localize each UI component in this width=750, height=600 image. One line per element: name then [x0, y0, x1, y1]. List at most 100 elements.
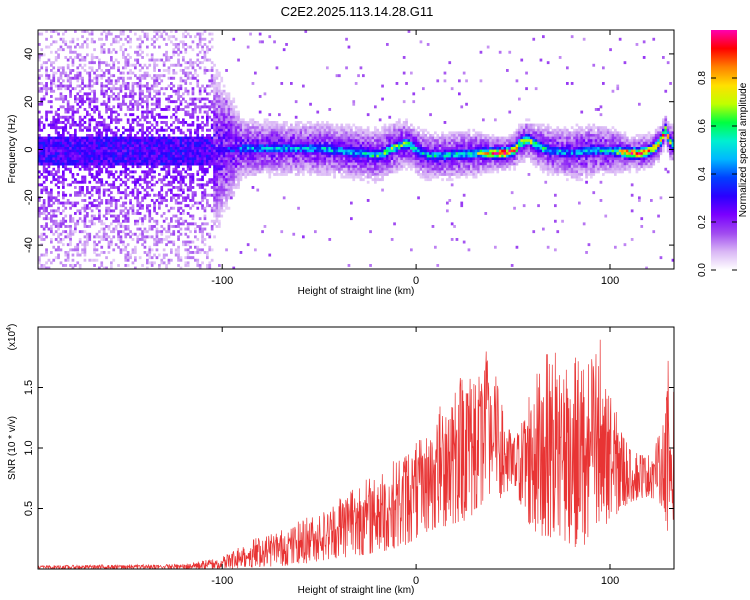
heatmap-cell — [38, 102, 41, 106]
heatmap-cell — [177, 170, 180, 174]
heatmap-cell — [38, 170, 41, 174]
heatmap-cell — [254, 139, 257, 143]
heatmap-cell — [155, 30, 159, 33]
heatmap-cell — [244, 173, 248, 176]
heatmap-cell — [158, 58, 161, 62]
heatmap-cell — [321, 128, 324, 132]
heatmap-cell — [196, 157, 200, 161]
heatmap-cell — [225, 180, 228, 184]
heatmap-cell — [69, 82, 72, 85]
heatmap-cell — [222, 157, 226, 161]
heatmap-cell — [258, 126, 262, 130]
heatmap-cell — [213, 147, 216, 150]
heatmap-cell — [213, 63, 216, 67]
heatmap-cell — [330, 149, 334, 153]
heatmap-cell — [90, 222, 94, 226]
heatmap-cell — [321, 136, 324, 140]
heatmap-cell — [374, 147, 377, 150]
heatmap-cell — [354, 82, 358, 85]
heatmap-cell — [170, 147, 173, 150]
heatmap-cell — [326, 173, 329, 176]
heatmap-cell — [225, 173, 228, 176]
heatmap-cell — [333, 131, 336, 135]
heatmap-cell — [292, 136, 296, 140]
heatmap-cell — [306, 131, 310, 135]
heatmap-cell — [71, 154, 75, 158]
heatmap-cell — [244, 167, 248, 171]
heatmap-cell — [285, 165, 288, 169]
heatmap-cell — [352, 131, 356, 135]
heatmap-cell — [292, 128, 296, 132]
heatmap-cell — [208, 180, 212, 184]
heatmap-cell — [182, 45, 185, 49]
heatmap-cell — [119, 136, 123, 140]
heatmap-cell — [62, 217, 65, 221]
heatmap-cell — [318, 131, 322, 135]
heatmap-cell — [62, 222, 65, 226]
heatmap-cell — [93, 136, 96, 140]
heatmap-cell — [117, 264, 120, 267]
heatmap-cell — [347, 157, 351, 161]
heatmap-cell — [198, 43, 202, 46]
heatmap-cell — [114, 214, 118, 218]
heatmap-cell — [150, 108, 154, 111]
heatmap-cell — [117, 66, 120, 70]
heatmap-cell — [62, 196, 65, 200]
heatmap-cell — [50, 261, 53, 265]
heatmap-cell — [160, 144, 164, 148]
heatmap-cell — [86, 157, 89, 161]
heatmap-cell — [172, 193, 176, 197]
heatmap-cell — [294, 157, 298, 161]
heatmap-cell — [76, 53, 80, 57]
heatmap-cell — [316, 136, 320, 140]
heatmap-cell — [220, 178, 224, 182]
heatmap-cell — [309, 170, 312, 174]
heatmap-cell — [50, 123, 53, 127]
heatmap-cell — [215, 110, 219, 114]
heatmap-cell — [282, 157, 286, 161]
heatmap-cell — [309, 102, 312, 106]
heatmap-cell — [153, 108, 156, 111]
heatmap-cell — [107, 50, 111, 54]
heatmap-cell — [148, 251, 152, 254]
heatmap-cell — [174, 219, 178, 223]
heatmap-cell — [112, 40, 116, 44]
heatmap-cell — [102, 48, 106, 52]
heatmap-cell — [210, 219, 214, 223]
heatmap-cell — [318, 147, 322, 150]
heatmap-cell — [64, 251, 68, 254]
heatmap-cell — [350, 147, 353, 150]
heatmap-cell — [81, 157, 84, 161]
heatmap-cell — [282, 167, 286, 171]
heatmap-cell — [110, 261, 113, 265]
heatmap-cell — [150, 76, 154, 80]
heatmap-cell — [129, 89, 132, 93]
heatmap-cell — [170, 196, 173, 200]
heatmap-cell — [170, 115, 173, 119]
heatmap-cell — [311, 170, 315, 174]
heatmap-cell — [273, 160, 276, 163]
heatmap-cell — [218, 118, 221, 122]
heatmap-cell — [222, 191, 226, 195]
heatmap-cell — [177, 139, 180, 143]
heatmap-cell — [129, 141, 132, 145]
heatmap-cell — [182, 40, 185, 44]
heatmap-cell — [201, 170, 204, 174]
heatmap-cell — [261, 40, 264, 44]
heatmap-cell — [105, 152, 108, 156]
heatmap-cell — [333, 170, 336, 174]
heatmap-cell — [323, 149, 327, 153]
heatmap-cell — [179, 95, 183, 98]
heatmap-cell — [158, 105, 161, 109]
heatmap-cell — [352, 170, 356, 174]
heatmap-cell — [294, 144, 298, 148]
heatmap-cell — [155, 238, 159, 241]
heatmap-cell — [340, 128, 344, 132]
heatmap-cell — [278, 157, 281, 161]
heatmap-cell — [254, 162, 257, 166]
heatmap-cell — [110, 115, 113, 119]
heatmap-cell — [167, 35, 171, 39]
heatmap-cell — [177, 160, 180, 163]
heatmap-cell — [112, 180, 116, 184]
heatmap-cell — [333, 152, 336, 156]
